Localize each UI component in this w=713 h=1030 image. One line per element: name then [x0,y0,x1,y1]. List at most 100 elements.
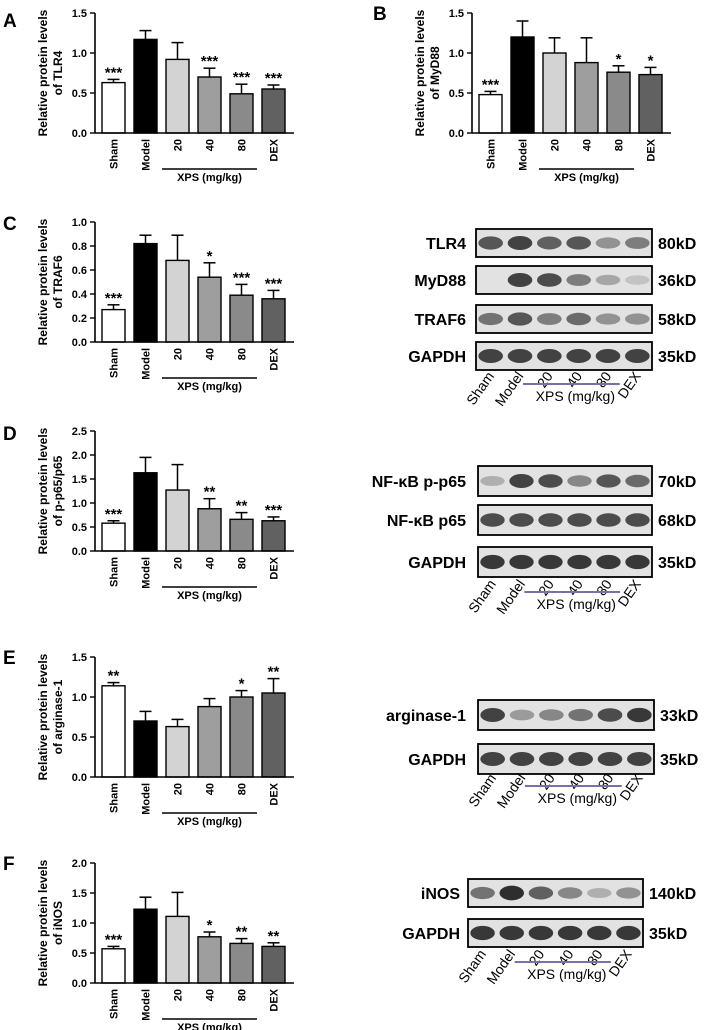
blot-frame [477,546,653,578]
blot-size-label: 58kD [658,312,696,329]
blot-band [470,886,495,900]
blot-band [537,273,562,287]
blot-protein-label: GAPDH [408,349,466,366]
blot-size-label: 36kD [658,273,696,290]
x-tick-label: 80 [237,783,249,795]
y-tick-label: 1.0 [72,692,87,704]
blot-row: NF-κB p-p65 70kD [372,465,696,497]
bar-80 [229,518,254,552]
blot-band [537,349,562,363]
blot-row: iNOS 140kD [421,878,696,908]
significance-stars: ** [236,924,248,941]
x-tick-label: Sham [109,139,121,169]
bar-dex [261,692,286,778]
blot-frame [475,304,653,334]
bar-sham [101,522,126,552]
blot-band [470,925,495,941]
significance-stars: *** [105,64,123,81]
group-label: XPS (mg/kg) [177,381,242,393]
blot-band [557,925,583,941]
blot-protein-label: GAPDH [408,752,466,769]
blot-band [595,313,621,325]
blot-lane-label: Sham [463,369,497,408]
blot-band [566,312,591,326]
bar-40 [197,76,222,134]
y-tick-label: 0.0 [72,337,87,349]
y-axis-label: Relative protein levelsof TLR4 [36,9,65,136]
blot-frame [477,504,653,536]
panel-letter: D [3,424,17,445]
blot-band [509,513,534,527]
group-label: XPS (mg/kg) [177,590,242,602]
blot-band [478,312,503,326]
blot-band [625,313,650,325]
blot-lane-label: Model [493,771,528,811]
blot-band [480,708,505,722]
significance-stars: *** [233,69,251,86]
y-tick-label: 1.0 [449,48,464,60]
bar-80 [229,942,254,984]
y-axis-label: Relative protein levelsof iNOS [36,859,65,986]
blot-protein-label: NF-κB p-p65 [372,474,466,491]
blot-frame [477,699,655,731]
panel-letter: F [3,854,15,875]
x-tick-label: Sham [109,348,121,378]
x-tick-label: DEX [269,347,281,370]
y-tick-label: 2.5 [72,426,87,438]
group-label: XPS (mg/kg) [177,1022,242,1030]
bar-20 [165,58,190,134]
blot-protein-label: TLR4 [426,236,466,253]
blot-frame [475,265,653,295]
y-tick-label: 0.5 [72,88,87,100]
blot-row: GAPDH 35kD [402,918,687,948]
significance-stars: *** [201,53,219,70]
bar-sham [101,81,126,134]
blot-protein-label: TRAF6 [414,312,466,329]
blot-size-label: 140kD [649,886,696,903]
blot-protein-label: GAPDH [408,555,466,572]
blot-band [625,237,650,249]
significance-stars: ** [204,484,216,501]
y-tick-label: 1.0 [72,48,87,60]
bar-dex [261,298,286,343]
significance-stars: ** [268,928,280,945]
group-label: XPS (mg/kg) [177,172,242,184]
x-tick-label: 80 [237,989,249,1001]
y-axis-label: Relative protein levelsof TRAF6 [36,218,65,345]
blot-size-label: 68kD [658,513,696,530]
significance-stars: *** [233,269,251,286]
bar-40 [197,936,222,984]
blot-protein-label: GAPDH [402,926,460,943]
blot-group-label: XPS (mg/kg) [536,388,615,404]
y-tick-label: 1.5 [72,8,87,20]
blot-band [625,349,650,363]
y-tick-label: 1.5 [449,8,464,20]
x-tick-label: 40 [582,139,594,151]
significance-stars: *** [105,931,123,948]
y-axis-label: Relative protein levelsof MyD88 [413,9,442,136]
x-tick-label: 80 [614,139,626,151]
y-tick-label: 2.0 [72,858,87,870]
significance-stars: *** [265,275,283,292]
y-tick-label: 0.4 [72,289,88,301]
bar-20 [165,915,190,984]
chart-panel-b: B Relative protein levelsof MyD88 0.0 0.5 1.… [373,4,671,184]
x-tick-label: 40 [205,989,217,1001]
significance-stars: ** [236,498,248,515]
blot-band [566,274,591,286]
blot-band [537,313,562,325]
blot-lane-label: Model [491,369,526,409]
y-tick-label: 1.0 [72,498,87,510]
y-axis-label-line: of iNOS [51,901,65,945]
blot-band [478,349,503,363]
x-tick-label: Model [141,348,153,380]
blot-row: TLR4 80kD [426,228,696,258]
blot-band [509,709,535,721]
x-tick-label: DEX [269,138,281,161]
bar-sham [101,948,126,984]
blot-protein-label: MyD88 [414,273,466,290]
blot-band [480,752,505,766]
blot-band [480,513,505,527]
